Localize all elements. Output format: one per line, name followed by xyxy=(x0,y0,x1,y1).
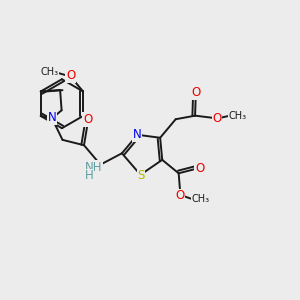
Text: H: H xyxy=(85,169,94,182)
Text: O: O xyxy=(191,86,200,100)
Text: O: O xyxy=(195,162,204,175)
Text: N: N xyxy=(48,111,56,124)
Text: O: O xyxy=(83,113,92,126)
Text: O: O xyxy=(212,112,221,124)
Text: S: S xyxy=(137,169,145,182)
Text: O: O xyxy=(176,190,185,202)
Text: CH₃: CH₃ xyxy=(40,68,59,77)
Text: CH₃: CH₃ xyxy=(191,194,209,204)
Text: CH₃: CH₃ xyxy=(228,111,247,121)
Text: N: N xyxy=(133,128,141,141)
Text: NH: NH xyxy=(85,160,103,173)
Text: O: O xyxy=(66,69,75,82)
